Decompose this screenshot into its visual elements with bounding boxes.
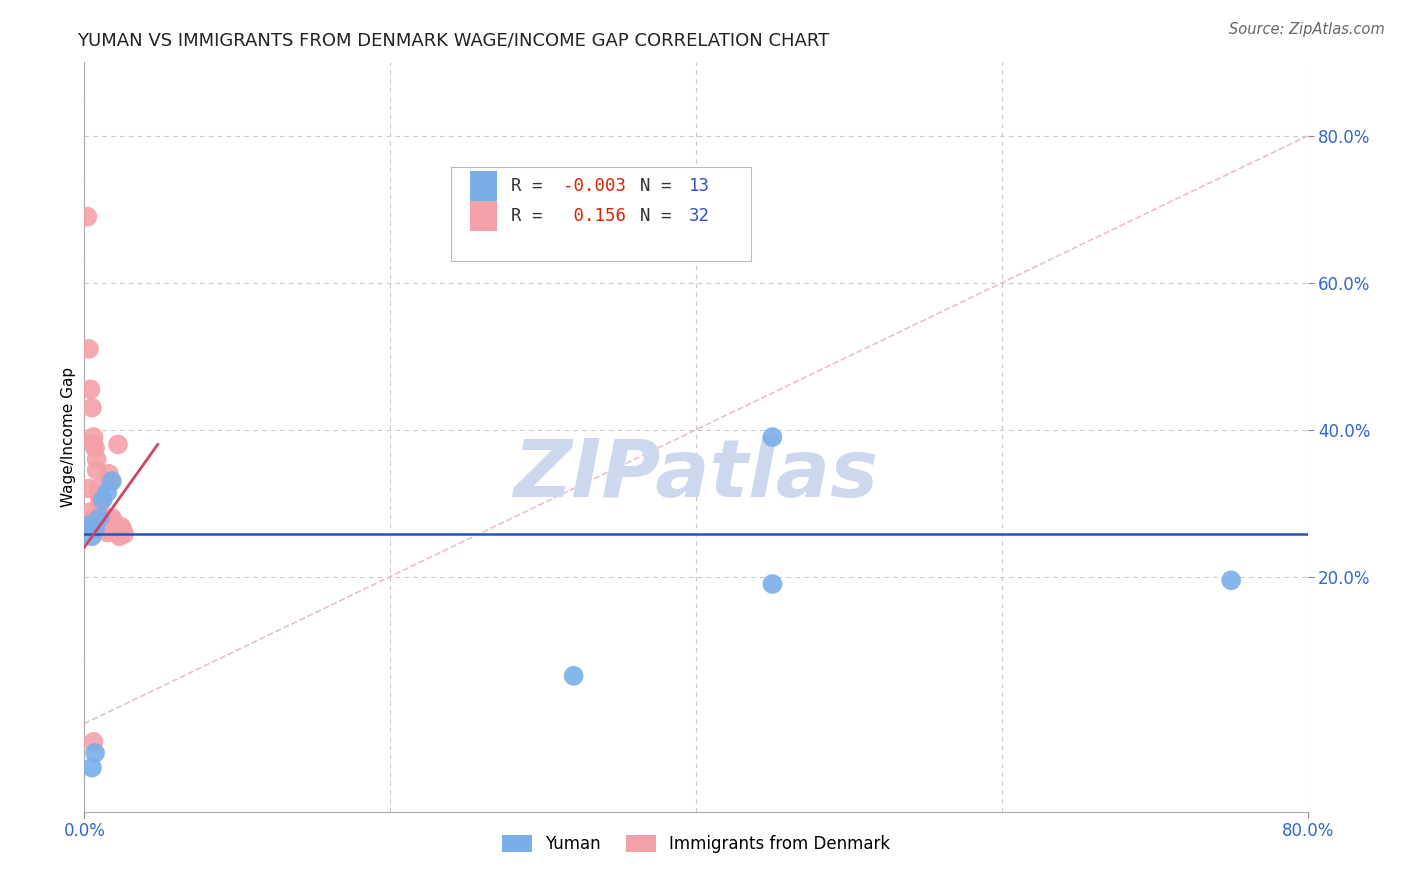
Point: [84, 746, 107, 760]
Point: [77, 518, 100, 533]
Point: [80, 401, 103, 415]
Text: YUMAN VS IMMIGRANTS FROM DENMARK WAGE/INCOME GAP CORRELATION CHART: YUMAN VS IMMIGRANTS FROM DENMARK WAGE/IN…: [77, 31, 830, 49]
Point: [84, 522, 107, 536]
Point: [79, 505, 101, 519]
Point: [83, 735, 105, 749]
Point: [1220, 574, 1243, 588]
Text: R =: R =: [512, 178, 554, 195]
Point: [103, 515, 125, 529]
Point: [89, 511, 111, 525]
Point: [89, 489, 111, 503]
Point: [84, 441, 107, 455]
Point: [97, 467, 120, 481]
Text: 0.156: 0.156: [562, 207, 626, 225]
Point: [80, 512, 103, 526]
Point: [87, 482, 110, 496]
Point: [76, 210, 98, 224]
Point: [86, 463, 108, 477]
Point: [94, 522, 117, 536]
Text: Source: ZipAtlas.com: Source: ZipAtlas.com: [1229, 22, 1385, 37]
Text: 32: 32: [689, 207, 710, 225]
Point: [101, 511, 124, 525]
FancyBboxPatch shape: [470, 171, 496, 201]
Point: [101, 474, 124, 488]
Point: [112, 527, 135, 541]
Point: [108, 529, 131, 543]
Point: [91, 518, 114, 533]
Point: [761, 577, 783, 591]
Point: [90, 507, 112, 521]
Point: [761, 430, 783, 444]
Text: N =: N =: [640, 207, 682, 225]
Point: [83, 437, 105, 451]
Point: [110, 519, 132, 533]
Point: [105, 525, 128, 540]
Point: [79, 382, 101, 396]
Point: [80, 529, 103, 543]
Point: [77, 342, 100, 356]
Point: [111, 523, 134, 537]
Legend: Yuman, Immigrants from Denmark: Yuman, Immigrants from Denmark: [495, 828, 897, 860]
Point: [83, 430, 105, 444]
Text: R =: R =: [512, 207, 554, 225]
Point: [89, 496, 111, 510]
Text: 13: 13: [689, 178, 710, 195]
Point: [80, 761, 103, 775]
Text: N =: N =: [640, 178, 682, 195]
Point: [96, 525, 118, 540]
Text: -0.003: -0.003: [562, 178, 626, 195]
Point: [93, 518, 115, 533]
Point: [104, 522, 127, 536]
Text: ZIPatlas: ZIPatlas: [513, 435, 879, 514]
FancyBboxPatch shape: [470, 201, 496, 231]
Point: [107, 437, 129, 451]
FancyBboxPatch shape: [451, 168, 751, 261]
Point: [91, 492, 114, 507]
Point: [98, 474, 121, 488]
Y-axis label: Wage/Income Gap: Wage/Income Gap: [60, 367, 76, 508]
Point: [562, 669, 585, 683]
Point: [77, 482, 100, 496]
Point: [96, 485, 118, 500]
Point: [86, 452, 108, 467]
